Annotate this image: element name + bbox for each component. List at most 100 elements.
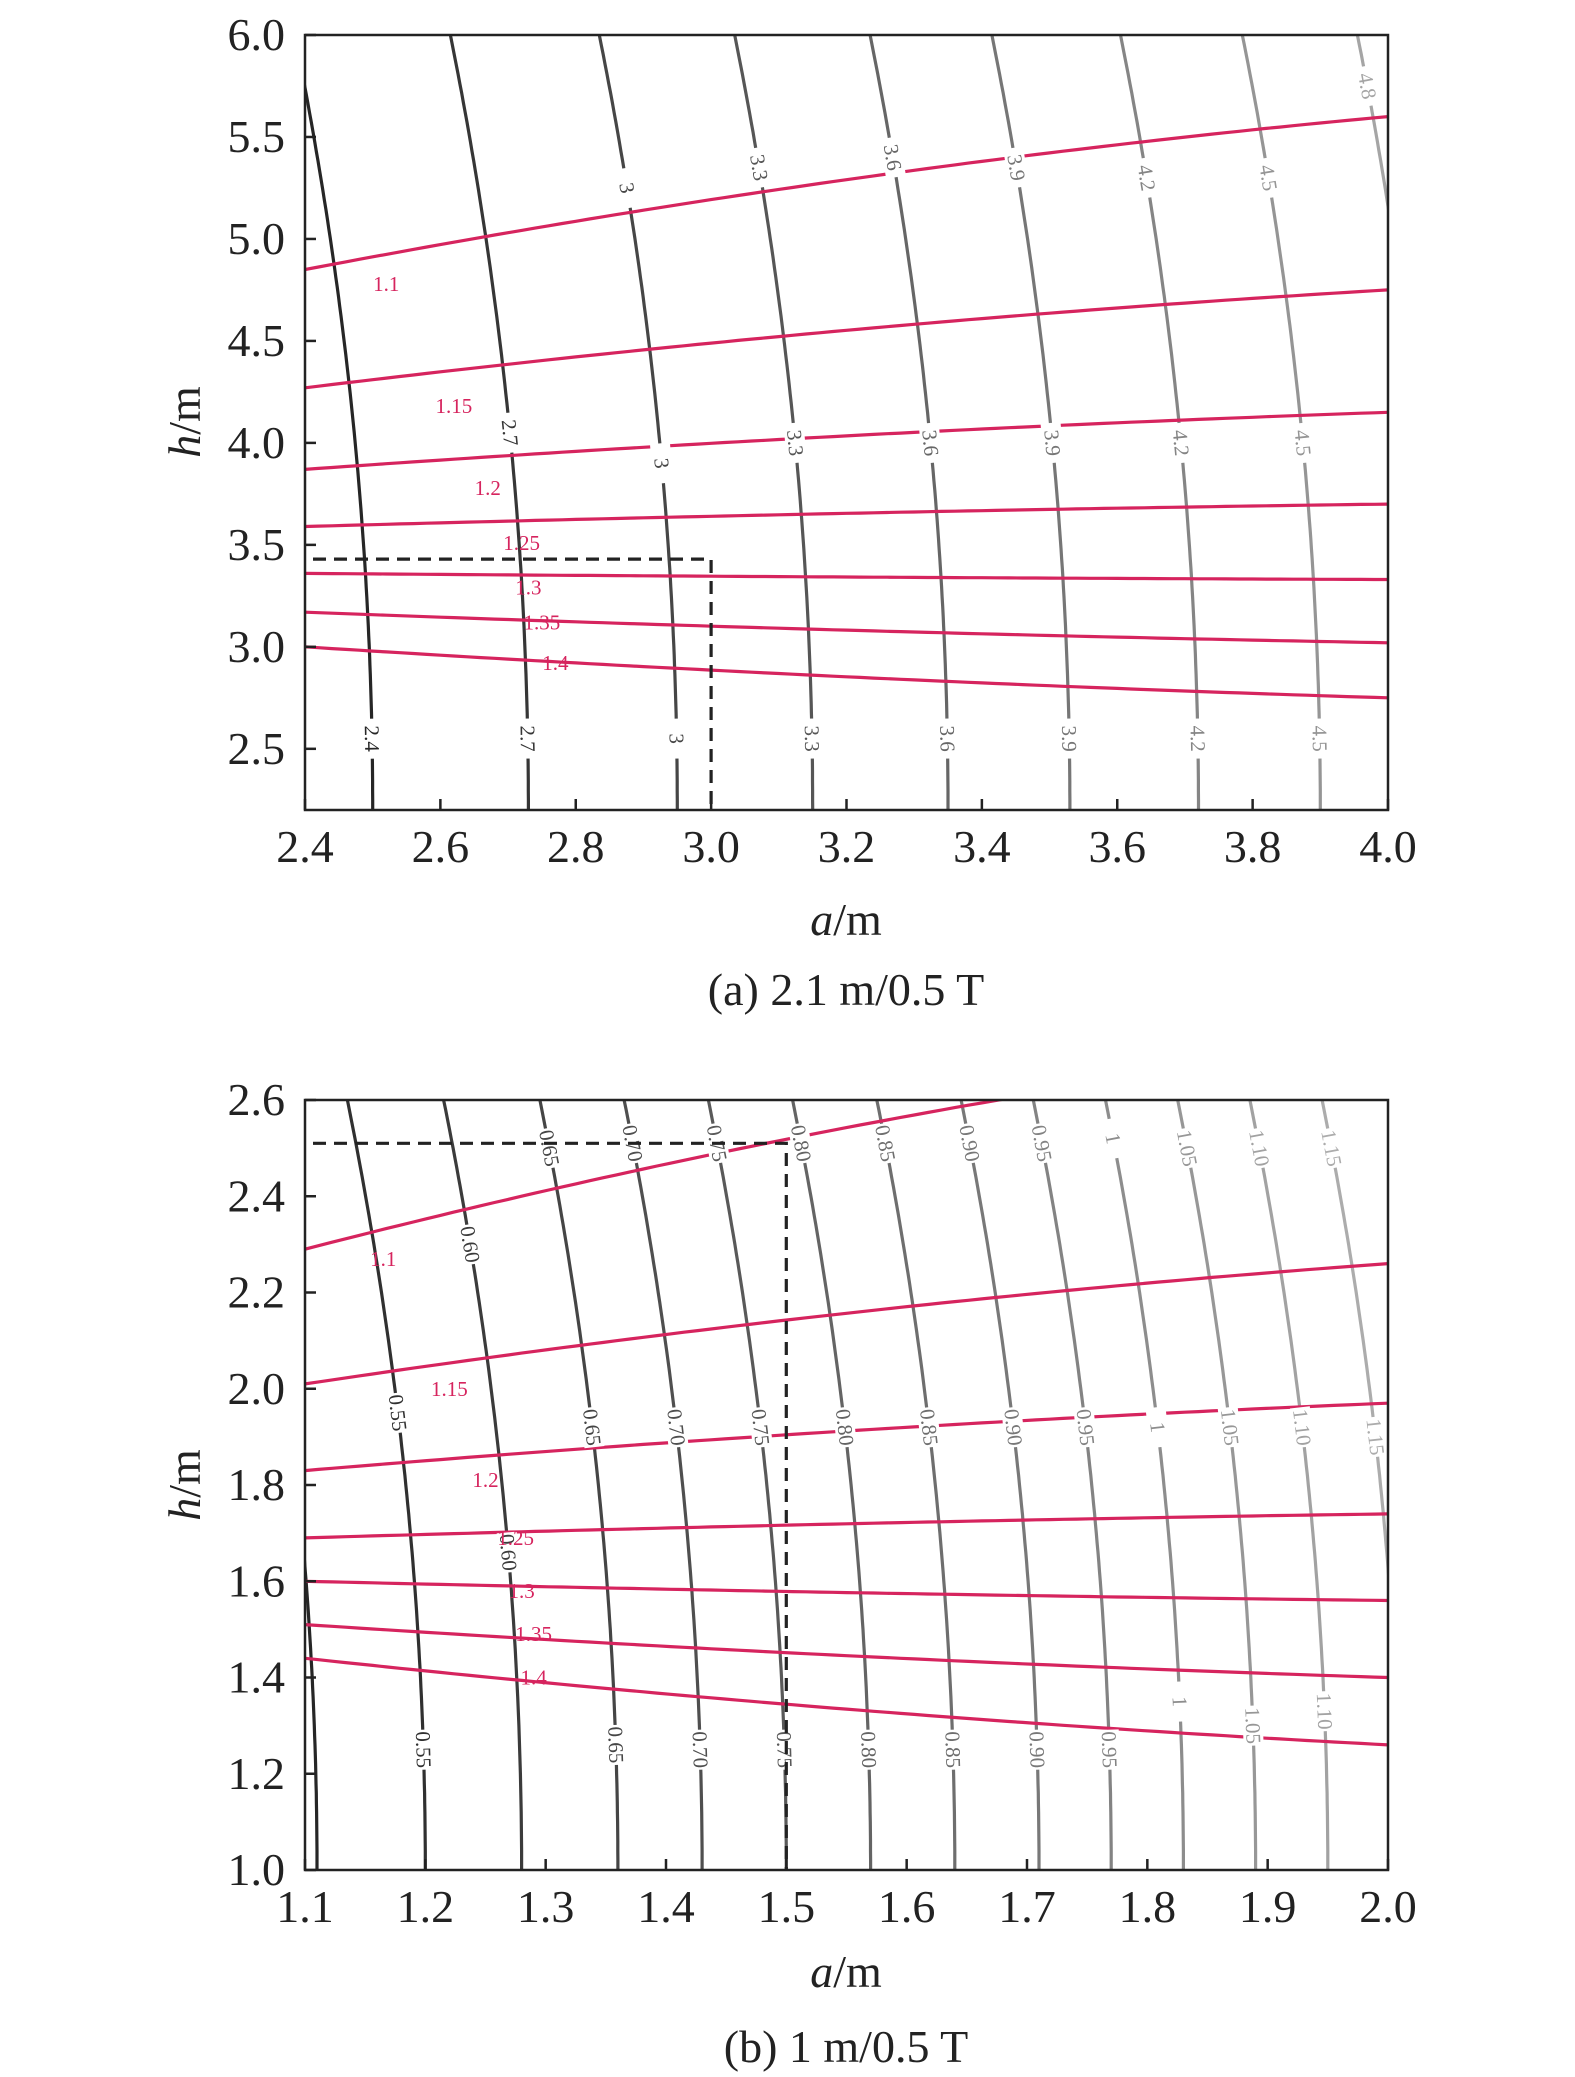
y-tick-label: 4.0 — [228, 417, 286, 468]
iso-label: 0.75 — [747, 1408, 775, 1447]
iso-label: 1 — [1167, 1696, 1191, 1708]
ratio-label: 1.1 — [370, 1247, 396, 1271]
iso-label-gap — [1026, 1729, 1048, 1771]
ratio-label: 1.2 — [475, 476, 501, 500]
x-ticks-b: 1.1 1.2 1.3 1.4 1.5 1.6 1.7 1.8 1.9 2.0 — [276, 1859, 1417, 1932]
iso-label-gap — [1187, 718, 1209, 759]
iso-label-gap — [745, 146, 773, 189]
iso-label-gap — [361, 718, 383, 759]
ratio-label: 1.4 — [542, 651, 569, 675]
iso-label: 0.60 — [495, 1533, 522, 1572]
iso-label: 0.95 — [1071, 1408, 1099, 1447]
iso-label-gap — [613, 166, 641, 210]
ratio-curve-1.35 — [305, 1623, 1388, 1680]
iso-label: 0.85 — [870, 1123, 900, 1164]
ratio-label: 1.25 — [497, 1526, 534, 1550]
iso-label-gap — [1028, 1121, 1056, 1165]
y-axis-label-b: h/m — [159, 1449, 210, 1521]
iso-label: 0.55 — [411, 1731, 436, 1768]
x-tick-label: 2.6 — [412, 821, 470, 872]
iso-label: 1.15 — [1361, 1417, 1389, 1456]
ratio-label: 1.35 — [524, 610, 561, 634]
iso-label: 1.10 — [1312, 1692, 1338, 1730]
iso-curve-2.4 — [305, 79, 375, 810]
iso-label-gap — [1255, 156, 1282, 200]
y-ticks-b: 1.0 1.2 1.4 1.6 1.8 2.0 2.2 2.4 2.6 — [228, 1074, 316, 1895]
y-tick-label: 1.0 — [228, 1844, 286, 1895]
iso-curve-1.20 — [1394, 1100, 1472, 1870]
iso-label: 0.95 — [1027, 1123, 1057, 1164]
iso-label-gap — [496, 1531, 520, 1574]
iso-label: 1.05 — [1240, 1707, 1265, 1745]
iso-label: 1.05 — [1216, 1408, 1244, 1447]
iso-label: 0.55 — [384, 1393, 412, 1432]
iso-label-gap — [956, 1121, 984, 1165]
x-axis-label-a: a/m — [810, 894, 882, 945]
iso-label: 1.10 — [1244, 1128, 1274, 1169]
x-tick-label: 1.8 — [1119, 1881, 1177, 1932]
iso-label-gap — [666, 718, 687, 759]
iso-curve-4.8 — [1355, 35, 1388, 217]
iso-label: 0.65 — [603, 1726, 628, 1764]
y-tick-label: 4.5 — [228, 315, 286, 366]
x-tick-label: 1.6 — [878, 1881, 936, 1932]
iso-label: 4.5 — [1254, 163, 1282, 193]
iso-label: 0.75 — [772, 1731, 797, 1768]
ratio-curve-1.15 — [305, 1262, 1388, 1386]
x-tick-label: 1.3 — [517, 1881, 575, 1932]
y-tick-label: 3.0 — [228, 621, 286, 672]
x-tick-label: 2.8 — [547, 821, 605, 872]
iso-label-gap — [918, 422, 943, 464]
ratio-label: 1.15 — [431, 1377, 468, 1401]
iso-label-gap — [535, 1126, 563, 1170]
x-ticks-a: 2.4 2.6 2.8 3.0 3.2 3.4 3.6 3.8 4.0 — [276, 799, 1417, 872]
iso-label-gap — [832, 1406, 858, 1449]
iso-label-gap — [457, 1223, 484, 1266]
ratio-label: 1.25 — [503, 531, 540, 555]
y-ticks-a: 2.5 3.0 3.5 4.0 4.5 5.0 5.5 6.0 — [228, 9, 316, 774]
iso-label: 0.90 — [954, 1123, 984, 1164]
iso-label-gap — [1169, 422, 1193, 464]
iso-label: 4.8 — [1353, 71, 1381, 101]
iso-label-gap — [783, 422, 808, 464]
y-tick-label: 1.4 — [228, 1652, 286, 1703]
x-tick-label: 1.7 — [998, 1881, 1056, 1932]
iso-label: 4.2 — [1168, 429, 1194, 457]
iso-label: 3 — [665, 733, 689, 744]
iso-label-gap — [1099, 1116, 1127, 1160]
chart-panel-b: 0.550.550.600.600.650.650.650.700.700.70… — [159, 1074, 1545, 2072]
iso-curve-1.15 — [1320, 1100, 1388, 1589]
y-tick-label: 2.5 — [228, 723, 286, 774]
ratio-curve-1.4 — [305, 645, 1388, 700]
iso-label-gap — [1168, 1681, 1191, 1723]
iso-label-gap — [871, 1121, 899, 1165]
iso-label: 0.95 — [1097, 1731, 1122, 1768]
ratio-label: 1.4 — [520, 1666, 547, 1690]
ratio-curve-1.25 — [305, 1512, 1388, 1540]
iso-label-gap — [748, 1406, 773, 1449]
contour-labels-b: 0.550.550.600.600.650.650.650.700.700.70… — [370, 1116, 1389, 1771]
iso-label: 0.90 — [999, 1408, 1027, 1447]
ratio-curve-1.4 — [305, 1656, 1388, 1747]
iso-label: 0.65 — [578, 1408, 606, 1447]
iso-curve-1.05 — [1176, 1100, 1258, 1870]
iso-label: 3 — [614, 181, 639, 195]
iso-label: 3.6 — [879, 142, 907, 172]
iso-label-gap — [1133, 156, 1160, 200]
ratio-curve-1.25 — [305, 502, 1388, 529]
iso-label-gap — [1290, 422, 1315, 464]
marker-b — [313, 1141, 788, 1870]
plot-frame-b — [303, 1098, 1390, 1872]
x-tick-label: 4.0 — [1359, 821, 1417, 872]
iso-label: 0.60 — [455, 1224, 485, 1264]
iso-label-gap — [517, 718, 539, 759]
iso-label: 3.6 — [917, 429, 943, 457]
ratio-label: 1.35 — [515, 1622, 552, 1646]
iso-label-gap — [1353, 64, 1381, 108]
iso-label: 1.10 — [1288, 1408, 1316, 1447]
iso-label-gap — [1001, 1406, 1026, 1449]
iso-label: 0.80 — [831, 1408, 859, 1447]
y-tick-label: 5.0 — [228, 213, 286, 264]
iso-curve-1.25 — [1467, 1100, 1545, 1870]
